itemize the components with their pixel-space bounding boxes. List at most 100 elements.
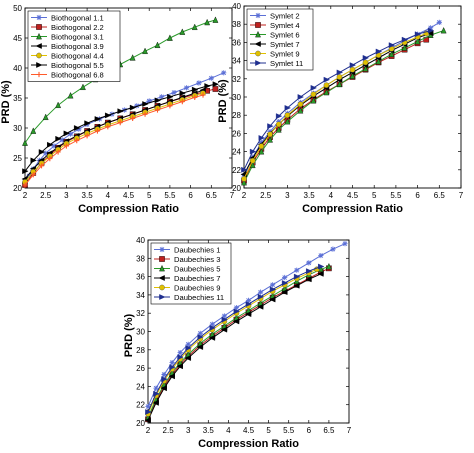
x-tick-label: 4 <box>329 191 334 200</box>
y-tick-label: 22 <box>232 166 241 175</box>
data-point <box>67 131 74 137</box>
x-tick-label: 4.5 <box>347 191 359 200</box>
y-tick-label: 34 <box>136 291 145 300</box>
data-point <box>256 303 264 310</box>
legend-marker <box>255 50 261 57</box>
y-tick-label: 22 <box>136 401 145 410</box>
data-point <box>38 163 45 169</box>
x-tick-label: 7 <box>230 191 235 200</box>
data-point <box>388 42 396 49</box>
data-point <box>249 148 257 155</box>
data-point <box>258 148 265 155</box>
data-point <box>249 161 256 169</box>
x-tick-label: 5 <box>147 191 152 200</box>
data-point <box>233 308 241 315</box>
data-point <box>104 112 112 119</box>
data-point <box>55 135 62 142</box>
data-point <box>375 48 383 55</box>
x-tick-label: 3.5 <box>304 191 316 200</box>
data-point <box>171 90 177 96</box>
data-point <box>191 86 199 93</box>
data-point <box>241 178 247 186</box>
data-point <box>342 241 348 247</box>
data-point <box>440 26 447 34</box>
data-point <box>76 126 82 132</box>
legend-marker <box>254 41 261 47</box>
data-point <box>267 131 273 138</box>
data-point <box>169 360 175 366</box>
data-point <box>257 289 264 295</box>
data-point <box>176 363 183 370</box>
data-point <box>244 311 252 318</box>
y-tick-label: 30 <box>13 124 22 133</box>
y-tick-label: 35 <box>13 94 22 103</box>
series-line <box>24 94 204 186</box>
x-tick-label: 2.5 <box>163 426 175 435</box>
data-point <box>161 376 168 382</box>
data-point <box>73 125 81 131</box>
data-point <box>192 94 198 100</box>
data-point <box>22 139 28 146</box>
data-point <box>129 104 137 111</box>
data-point <box>401 44 408 51</box>
data-point <box>153 385 159 391</box>
data-point <box>275 121 282 128</box>
data-point <box>47 141 54 148</box>
data-point <box>349 72 356 79</box>
series-5 <box>241 30 430 182</box>
legend-marker <box>35 43 42 49</box>
data-point <box>153 390 160 397</box>
data-point <box>59 137 65 143</box>
data-point <box>270 282 276 288</box>
legend-label: Biothogonal 3.9 <box>51 42 104 51</box>
x-axis-title: Compression Ratio <box>78 203 179 215</box>
data-point <box>47 156 53 162</box>
data-point <box>208 75 214 81</box>
data-point <box>349 62 357 69</box>
y-tick-label: 24 <box>136 382 145 391</box>
legend-label: Symlet 4 <box>270 21 300 30</box>
x-tick-label: 2 <box>242 191 247 200</box>
data-point <box>388 50 395 58</box>
data-point <box>63 143 69 149</box>
data-point <box>94 128 101 134</box>
x-tick-label: 3.5 <box>203 426 215 435</box>
data-point <box>267 136 273 143</box>
data-point <box>220 326 228 333</box>
data-point <box>145 403 151 410</box>
data-point <box>336 80 343 88</box>
data-point <box>414 31 422 38</box>
data-point <box>257 293 265 300</box>
data-point <box>154 97 162 104</box>
data-point <box>249 157 256 164</box>
data-point <box>161 371 167 378</box>
x-tick-label: 6 <box>415 191 420 200</box>
data-point <box>209 321 215 327</box>
x-tick-label: 5.5 <box>164 191 176 200</box>
data-point <box>51 143 57 149</box>
data-point <box>179 99 185 105</box>
data-point <box>336 69 344 76</box>
data-point <box>179 90 186 97</box>
data-point <box>204 83 211 89</box>
data-point <box>325 262 332 270</box>
data-point <box>43 150 49 156</box>
data-point <box>362 65 369 72</box>
y-tick-label: 50 <box>13 4 22 13</box>
data-point <box>105 124 111 130</box>
data-point <box>221 70 227 76</box>
data-point <box>22 168 29 175</box>
legend-marker <box>255 60 262 66</box>
legend-label: Biothogonal 3.1 <box>51 32 104 41</box>
data-point <box>281 280 289 286</box>
data-point <box>142 111 148 117</box>
data-point <box>427 27 435 34</box>
data-point <box>305 276 312 283</box>
data-point <box>275 126 282 133</box>
y-tick-label: 32 <box>136 309 145 318</box>
x-axis-title: Compression Ratio <box>302 203 403 215</box>
data-point <box>362 54 370 61</box>
y-tick-label: 36 <box>232 38 241 47</box>
